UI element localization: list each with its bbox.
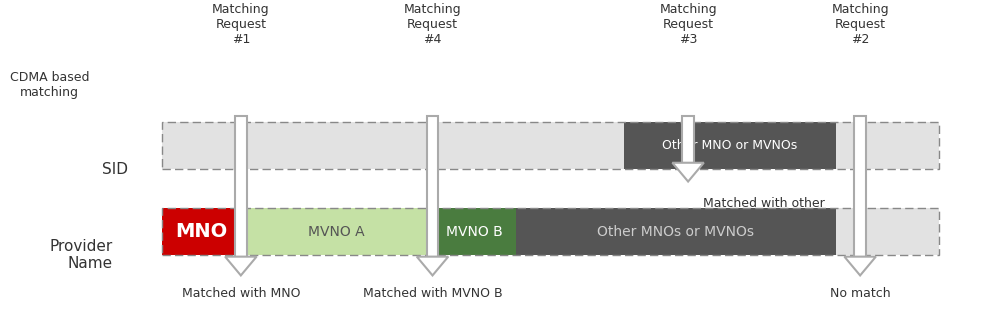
Text: No match: No match [830,287,891,300]
Text: MVNO A: MVNO A [309,225,365,239]
Text: CDMA based
matching: CDMA based matching [10,70,89,99]
Polygon shape [417,257,448,275]
Bar [162,208,241,255]
Bar [162,208,939,255]
Bar [241,208,433,255]
Text: Other MNOs or MVNOs: Other MNOs or MVNOs [598,225,754,239]
Text: Provider
Name: Provider Name [50,239,113,271]
Polygon shape [672,163,704,182]
Bar [162,122,939,169]
Text: Matching
Request
#4: Matching Request #4 [404,3,461,46]
Bar [836,208,939,255]
Text: Matched with MVNO B: Matched with MVNO B [363,287,502,300]
Polygon shape [844,257,876,275]
Text: Other MNO or MVNOs: Other MNO or MVNOs [663,139,797,152]
Bar [433,208,516,255]
Bar [452,122,624,169]
Text: MNO: MNO [175,222,228,241]
Bar [162,122,939,169]
Bar [427,116,438,257]
Bar [516,208,836,255]
Polygon shape [225,257,257,275]
Text: MVNO B: MVNO B [446,225,502,239]
Bar [836,122,939,169]
Text: Matched with other: Matched with other [703,197,825,210]
Text: Matching
Request
#2: Matching Request #2 [832,3,889,46]
Text: Matched with MNO: Matched with MNO [182,287,300,300]
Text: Matching
Request
#3: Matching Request #3 [660,3,717,46]
Bar [235,116,247,257]
Bar [854,116,866,257]
Bar [624,122,836,169]
Text: Matching
Request
#1: Matching Request #1 [212,3,269,46]
Text: SID: SID [102,162,128,177]
Bar [162,122,452,169]
Bar [682,116,694,163]
